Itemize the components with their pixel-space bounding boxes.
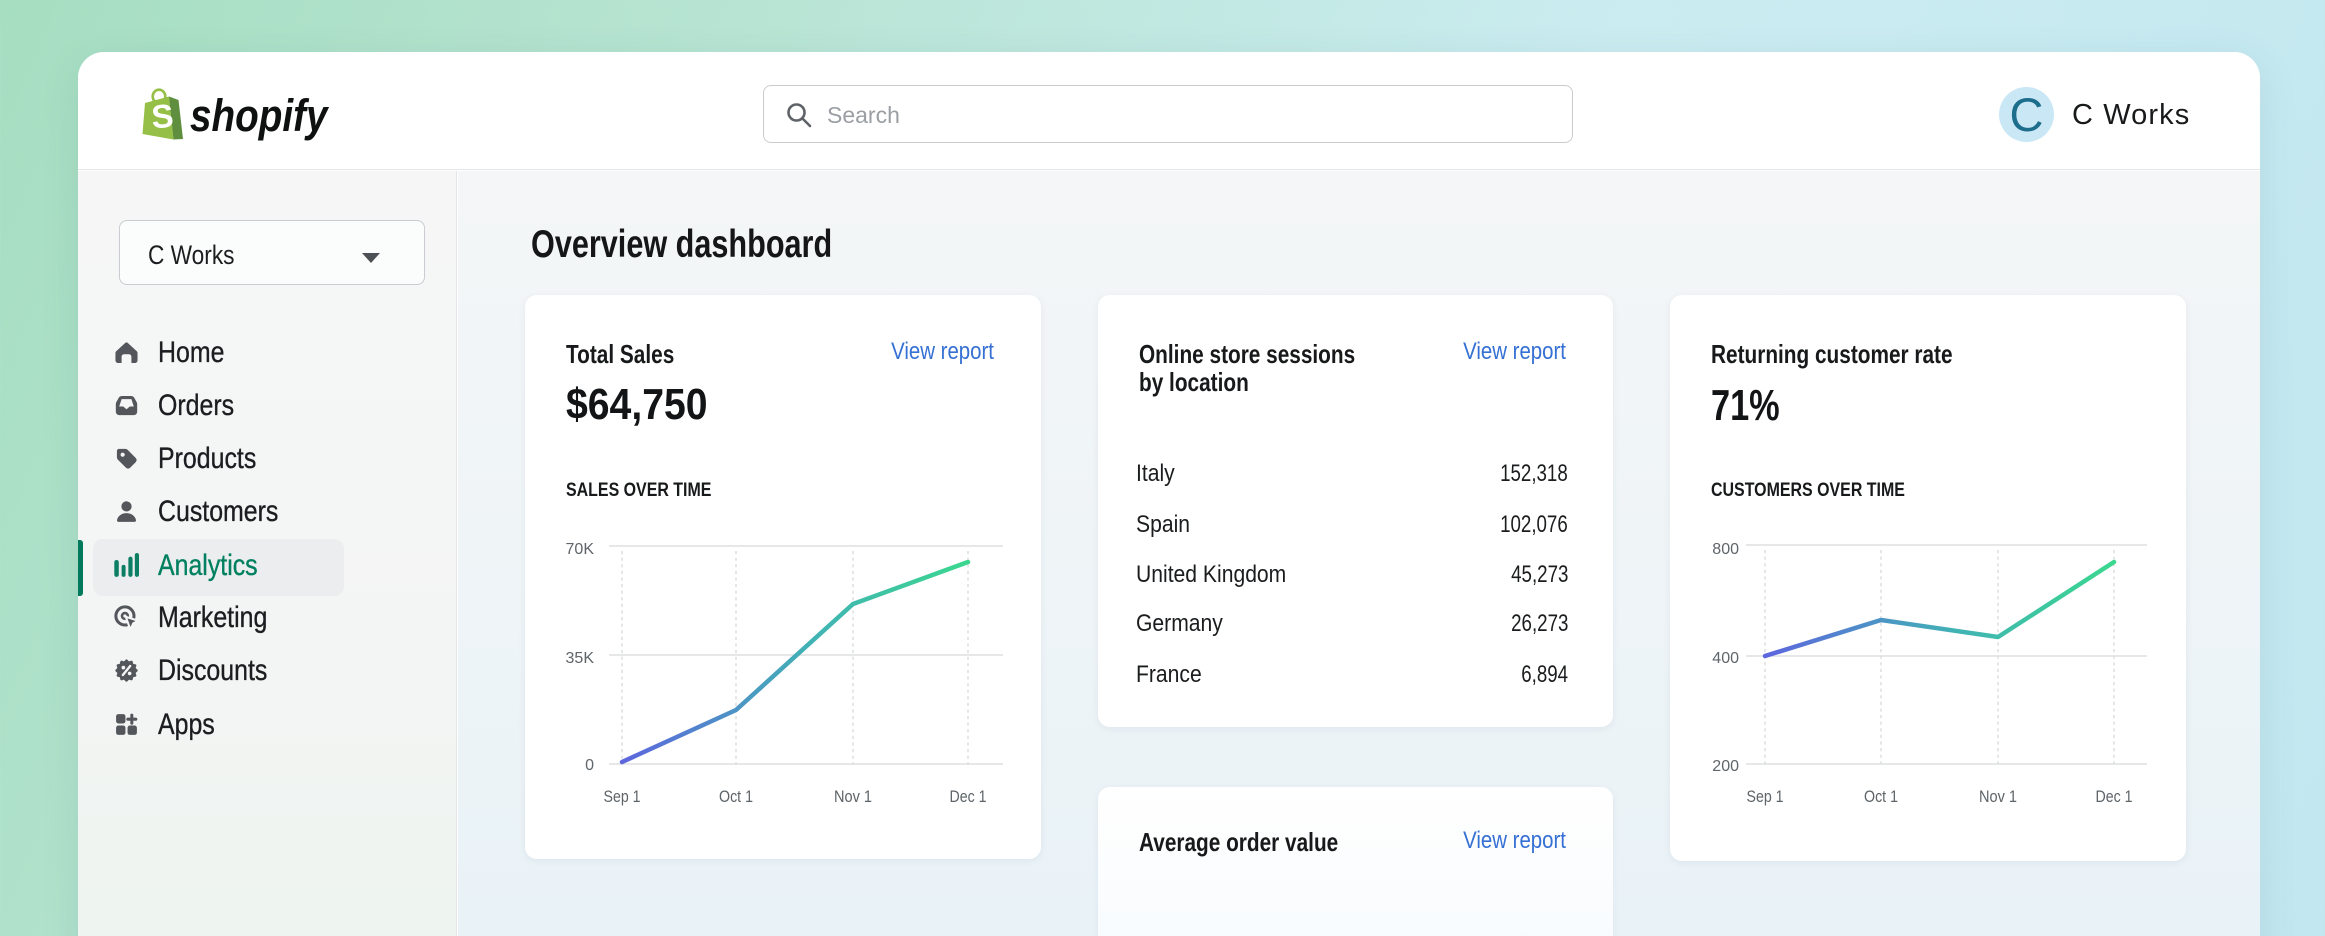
svg-text:S: S: [150, 97, 175, 135]
